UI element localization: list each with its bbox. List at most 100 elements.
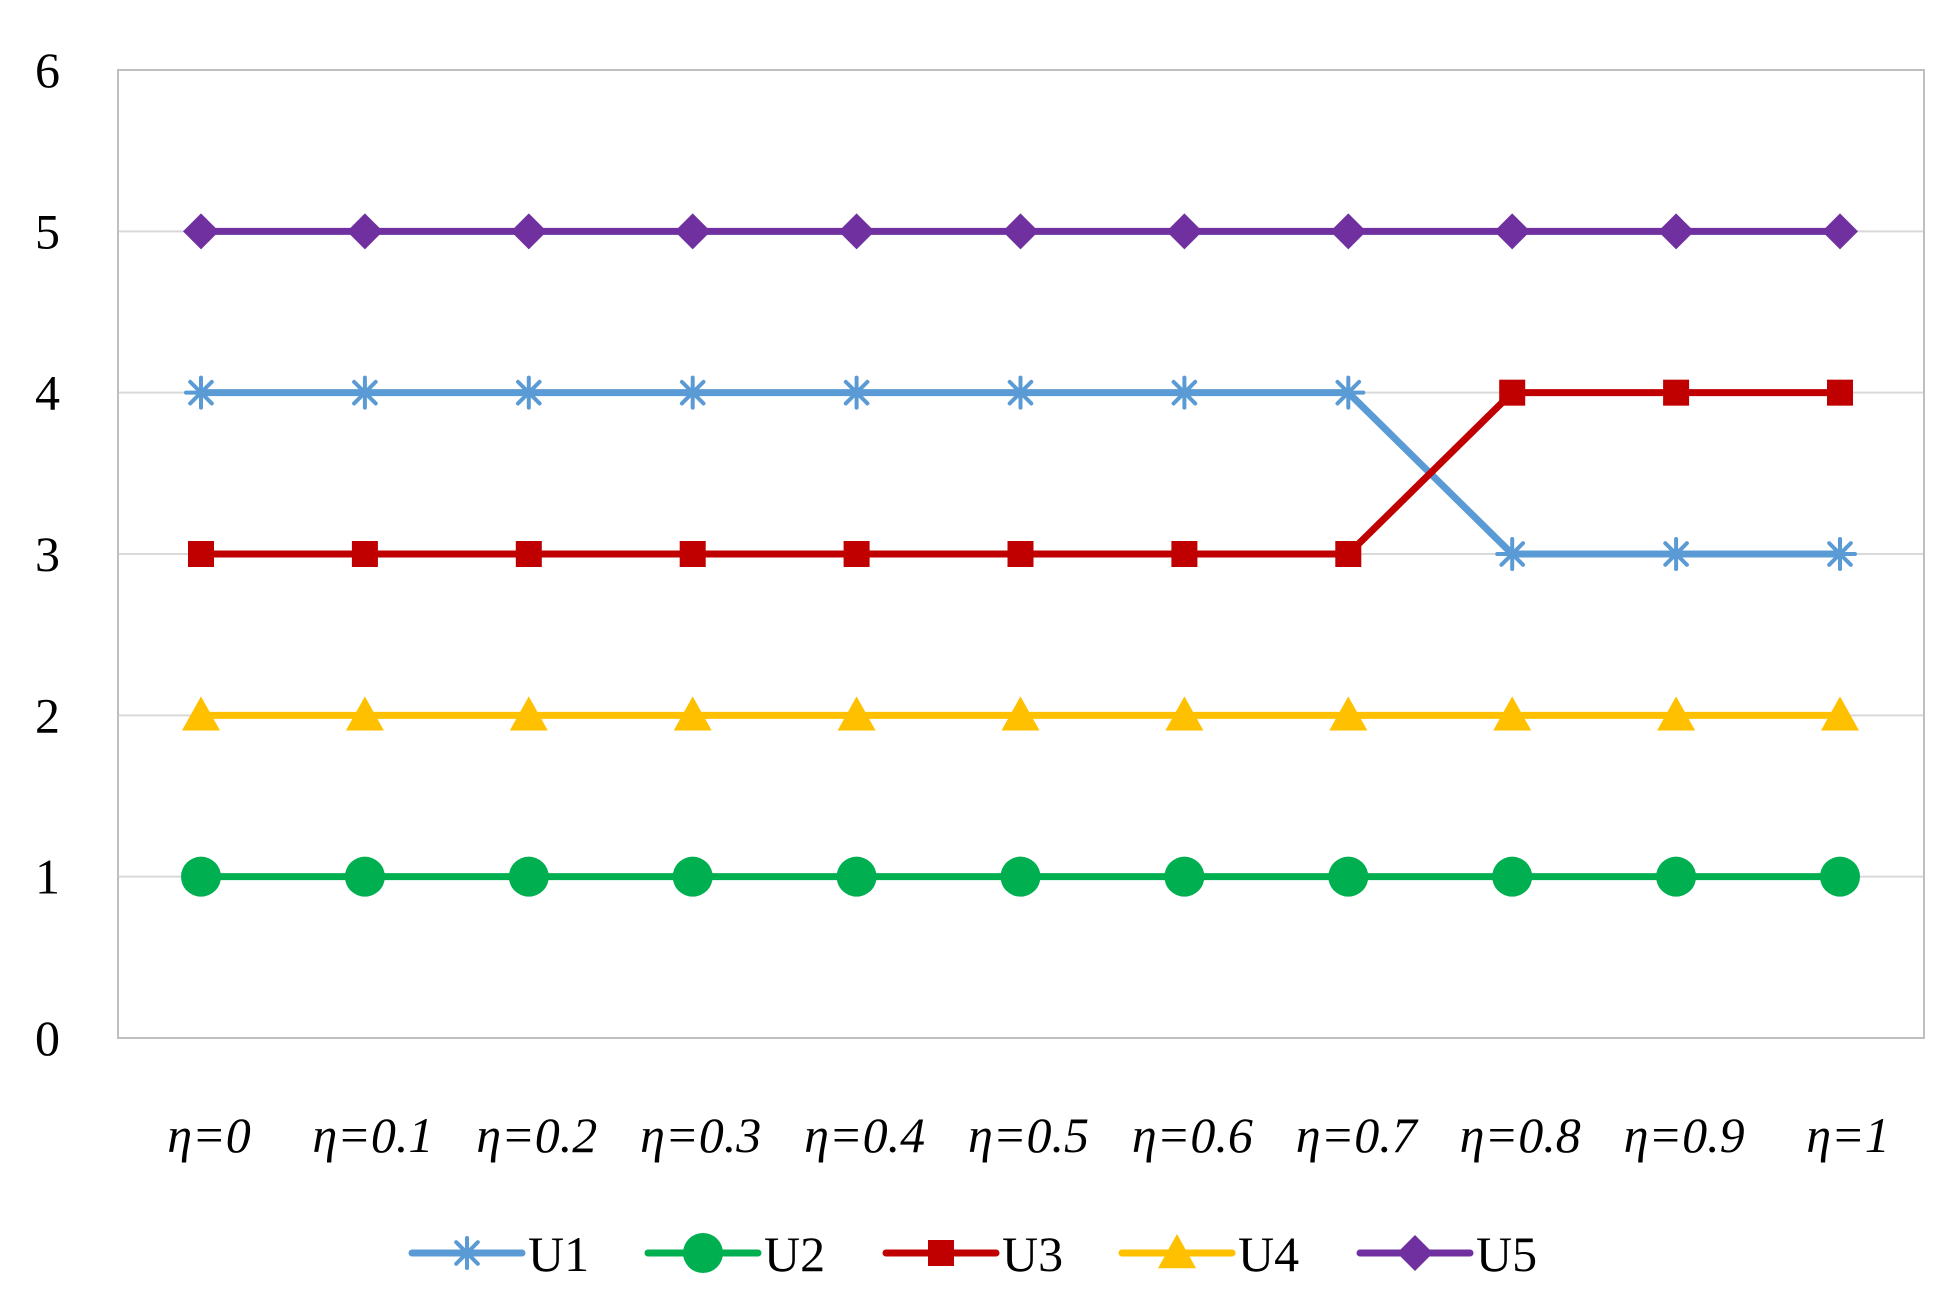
- series-u2: [181, 856, 1860, 897]
- x-tick-label: η=0.1: [312, 1107, 433, 1163]
- data-point: [838, 213, 875, 250]
- data-point: [1499, 379, 1526, 406]
- data-point: [1165, 696, 1204, 731]
- data-point: [351, 541, 378, 567]
- y-tick-label: 5: [35, 203, 60, 259]
- legend-label: U3: [1002, 1226, 1063, 1282]
- data-point: [674, 213, 711, 250]
- x-tick-label: η=0.8: [1460, 1107, 1581, 1163]
- legend-item-u3: U3: [882, 1226, 1063, 1282]
- x-tick-label: η=0.7: [1296, 1107, 1419, 1163]
- data-point: [347, 375, 382, 410]
- data-point: [181, 856, 221, 897]
- data-point: [1330, 213, 1367, 250]
- data-point: [1658, 213, 1695, 250]
- data-point: [182, 696, 220, 731]
- series-u4: [182, 696, 1859, 731]
- x-axis-tick-labels: η=0 η=0.1 η=0.2 η=0.3 η=0.4 η=0.5 η=0.6 η=0.7 η=…: [167, 1107, 1890, 1163]
- y-tick-label: 1: [35, 849, 60, 905]
- legend-item-u5: U5: [1356, 1226, 1537, 1282]
- data-point: [1007, 541, 1034, 567]
- data-point: [675, 375, 710, 410]
- data-point: [1492, 856, 1533, 897]
- data-point: [843, 541, 870, 567]
- data-point: [183, 213, 219, 250]
- data-point: [1167, 375, 1202, 410]
- y-tick-label: 3: [35, 526, 60, 582]
- legend-item-u4: U4: [1118, 1226, 1299, 1282]
- x-tick-label: η=0.3: [640, 1107, 761, 1163]
- y-tick-label: 6: [35, 42, 60, 98]
- data-point: [837, 696, 876, 731]
- data-point: [1329, 696, 1368, 731]
- y-tick-label: 0: [35, 1010, 60, 1066]
- data-point: [1335, 541, 1362, 567]
- data-point: [1331, 375, 1366, 410]
- legend-swatch-marker: [928, 1240, 954, 1266]
- data-point: [1002, 213, 1039, 250]
- plot-area-frame: [117, 69, 1925, 1039]
- data-point: [1171, 541, 1198, 567]
- data-point: [1166, 213, 1203, 250]
- legend-label: U4: [1238, 1226, 1299, 1282]
- data-point: [673, 696, 712, 731]
- data-point: [1823, 537, 1857, 571]
- legend-swatch-marker: [683, 1233, 723, 1273]
- data-point: [1328, 856, 1369, 897]
- x-tick-label: η=0.4: [804, 1107, 925, 1163]
- legend-swatch-marker: [1158, 1234, 1196, 1269]
- data-point: [1494, 213, 1531, 250]
- y-axis-tick-labels: 0 1 2 3 4 5 6: [35, 42, 60, 1066]
- y-tick-label: 4: [35, 365, 60, 421]
- data-point: [839, 375, 874, 410]
- data-point: [509, 696, 548, 731]
- series-u5: [183, 213, 1858, 250]
- data-point: [1820, 856, 1860, 897]
- data-point: [679, 541, 706, 567]
- data-point: [1493, 696, 1532, 731]
- legend-label: U1: [528, 1226, 589, 1282]
- data-point: [1657, 696, 1696, 731]
- legend-item-u1: U1: [408, 1226, 589, 1282]
- data-point: [184, 375, 218, 410]
- x-tick-label: η=0.2: [476, 1107, 597, 1163]
- data-point: [1663, 379, 1690, 406]
- series-line: [197, 389, 1844, 558]
- legend-swatch-marker: [1397, 1235, 1433, 1271]
- data-point: [1659, 537, 1694, 571]
- data-point: [188, 541, 214, 567]
- data-point: [1827, 379, 1853, 406]
- x-tick-label: η=1: [1806, 1107, 1890, 1163]
- y-tick-label: 2: [35, 687, 60, 743]
- legend-label: U2: [764, 1226, 825, 1282]
- data-point: [1164, 856, 1205, 897]
- data-point: [508, 856, 549, 897]
- x-tick-label: η=0.5: [968, 1107, 1089, 1163]
- data-point: [510, 213, 547, 250]
- data-point: [672, 856, 713, 897]
- data-point: [1656, 856, 1697, 897]
- series-u1: [184, 375, 1857, 571]
- series-line: [197, 389, 1844, 558]
- data-point: [515, 541, 542, 567]
- x-tick-label: η=0: [167, 1107, 251, 1163]
- data-point: [1495, 537, 1530, 571]
- data-point: [1000, 856, 1041, 897]
- series-lines: [181, 213, 1860, 897]
- data-point: [346, 213, 383, 250]
- legend-swatch-marker: [450, 1236, 484, 1270]
- data-point: [1821, 696, 1859, 731]
- data-point: [1003, 375, 1038, 410]
- legend-item-u2: U2: [644, 1226, 825, 1282]
- data-point: [836, 856, 877, 897]
- x-tick-label: η=0.9: [1624, 1107, 1745, 1163]
- data-point: [511, 375, 546, 410]
- data-point: [345, 696, 384, 731]
- data-point: [344, 856, 385, 897]
- series-u3: [188, 379, 1853, 567]
- x-tick-label: η=0.6: [1132, 1107, 1253, 1163]
- legend-label: U5: [1476, 1226, 1537, 1282]
- legend: U1 U2 U3 U4 U5: [408, 1226, 1537, 1282]
